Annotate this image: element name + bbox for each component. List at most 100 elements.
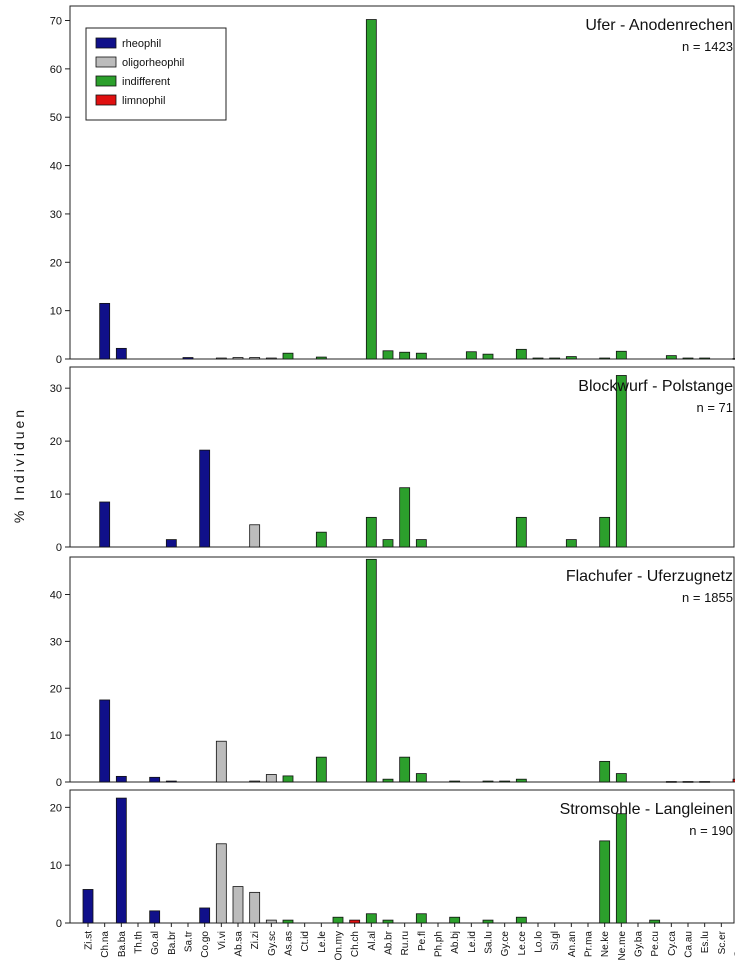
xtick-label-Ga.ac: Ga.ac xyxy=(734,931,735,958)
panel-4-ytick-label: 10 xyxy=(50,860,62,872)
y-axis-label: % Individuen xyxy=(11,407,27,523)
panel-3-bar-Gy.sc xyxy=(265,774,277,783)
xtick-label-Ru.ru: Ru.ru xyxy=(400,931,411,955)
panel-4-bar-As.as xyxy=(282,919,294,924)
panel-3-title: Flachufer - Uferzugnetz xyxy=(566,568,733,585)
panel-4-bar-Le.ce xyxy=(515,916,527,924)
legend-label-oligorheophil: oligorheophil xyxy=(122,57,184,69)
panel-2-bar-Zi.zi xyxy=(249,524,261,548)
panel-2-title: Blockwurf - Polstange xyxy=(578,378,733,395)
xtick-label-Ne.me: Ne.me xyxy=(617,931,628,961)
xtick-label-Sc.er: Sc.er xyxy=(717,930,728,954)
xtick-label-Al.al: Al.al xyxy=(367,931,378,950)
panel-4-bar-Gy.sc xyxy=(265,919,277,924)
xtick-label-Ba.ba: Ba.ba xyxy=(117,931,128,958)
panel-4-title: Stromsohle - Langleinen xyxy=(560,801,733,818)
xtick-label-Th.th: Th.th xyxy=(134,931,145,954)
panel-2-bar-Ne.ke xyxy=(599,516,611,548)
panel-1-bar-As.as xyxy=(282,352,294,360)
panel-3-bar-Al.al xyxy=(365,558,377,783)
panel-1-bar-Ne.me xyxy=(615,350,627,360)
xtick-label-Pr.ma: Pr.ma xyxy=(584,931,595,958)
panel-1-bar-Le.id xyxy=(465,351,477,360)
panel-4-bar-Ba.ba xyxy=(115,797,127,924)
panel-1-title: Ufer - Anodenrechen xyxy=(585,17,733,34)
panel-1-bar-Ca.au xyxy=(682,357,694,360)
xtick-label-Ba.br: Ba.br xyxy=(167,930,178,955)
panel-3-ytick-label: 20 xyxy=(50,683,62,695)
xtick-label-Lo.lo: Lo.lo xyxy=(534,931,545,953)
panel-2-bar-Ba.br xyxy=(165,539,177,548)
panel-1-bar-Vi.vi xyxy=(215,357,227,360)
panel-2-bar-Ne.me xyxy=(615,375,627,548)
panel-4-bar-Ch.ch xyxy=(349,919,361,924)
panel-1-bar-Ru.ru xyxy=(399,351,411,360)
panel-1-bar-Ch.na xyxy=(99,302,111,360)
xtick-label-Sa.lu: Sa.lu xyxy=(484,931,495,954)
xtick-label-Ca.au: Ca.au xyxy=(684,931,695,958)
panel-3-bar-Le.le xyxy=(315,756,327,783)
panel-1-bar-An.an xyxy=(565,356,577,360)
panel-3-bar-Ba.br xyxy=(165,780,177,783)
xtick-label-Ct.id: Ct.id xyxy=(300,931,311,952)
panel-1-ytick-label: 60 xyxy=(50,64,62,76)
panel-3-bar-Ne.ke xyxy=(599,760,611,783)
panel-2-bar-Ru.ru xyxy=(399,487,411,548)
panel-1-ytick-label: 40 xyxy=(50,161,62,173)
legend-label-rheophil: rheophil xyxy=(122,38,161,50)
xtick-label-Ne.ke: Ne.ke xyxy=(600,931,611,958)
legend-label-indifferent: indifferent xyxy=(122,76,170,88)
panel-2-bar-Le.ce xyxy=(515,516,527,548)
panel-4-n-label: n = 190 xyxy=(689,823,733,838)
panel-1-bar-Ba.ba xyxy=(115,347,127,360)
bars-layer xyxy=(82,19,735,924)
panel-2-bar-Le.le xyxy=(315,531,327,548)
xtick-label-As.as: As.as xyxy=(284,931,295,956)
panel-3-bar-Ch.na xyxy=(99,699,111,783)
xtick-label-Pe.cu: Pe.cu xyxy=(650,931,661,957)
xtick-label-Ch.na: Ch.na xyxy=(100,931,111,958)
xtick-label-Ab.bj: Ab.bj xyxy=(450,931,461,954)
panel-4-bar-Pe.cu xyxy=(649,919,661,924)
panel-4-bar-Co.go xyxy=(199,907,211,924)
panel-3-bar-Le.ce xyxy=(515,778,527,783)
panel-1-bar-Cy.ca xyxy=(665,355,677,360)
panel-3-bar-Ru.ru xyxy=(399,756,411,783)
panel-1-bar-Ne.ke xyxy=(599,357,611,360)
panel-1-bar-Ga.ac xyxy=(732,358,735,360)
panel-4-bar-On.my xyxy=(332,916,344,924)
panel-1-ytick-label: 10 xyxy=(50,306,62,318)
xtick-label-Ab.sa: Ab.sa xyxy=(234,931,245,957)
panel-3-bar-Ba.ba xyxy=(115,775,127,783)
text-layer: 0 10 20 30 40 50 60 70 Ufer - Anodenrechen n = 14… xyxy=(50,16,735,961)
panel-4-bar-Go.al xyxy=(149,910,161,924)
panel-3-bar-Es.lu xyxy=(699,781,711,783)
xtick-label-Cy.ca: Cy.ca xyxy=(667,931,678,956)
panel-2-bar-Ch.na xyxy=(99,501,111,548)
xtick-label-Ch.ch: Ch.ch xyxy=(350,931,361,957)
panel-2-bar-An.an xyxy=(565,539,577,548)
panel-3-bar-Gy.ce xyxy=(499,780,511,783)
xtick-label-Le.le: Le.le xyxy=(317,931,328,953)
panel-4-bar-Al.al xyxy=(365,913,377,924)
panel-1-ytick-label: 50 xyxy=(50,112,62,124)
panel-3-bar-Vi.vi xyxy=(215,740,227,783)
panel-1-ytick-label: 30 xyxy=(50,209,62,221)
panel-1-bar-Al.al xyxy=(365,19,377,360)
panel-4-bar-Ab.sa xyxy=(232,886,244,924)
xtick-label-Sa.tr: Sa.tr xyxy=(184,930,195,952)
xtick-label-Gy.ba: Gy.ba xyxy=(634,931,645,957)
xtick-label-Vi.vi: Vi.vi xyxy=(217,931,228,950)
legend-swatch-oligorheophil xyxy=(95,56,117,68)
panel-3-ytick-label: 40 xyxy=(50,590,62,602)
panel-3-bar-Ne.me xyxy=(615,773,627,783)
panel-1-n-label: n = 1423 xyxy=(682,39,733,54)
panel-1-ytick-label: 0 xyxy=(56,354,62,366)
panel-1-bar-Sa.lu xyxy=(482,353,494,360)
panel-1-bar-Gy.sc xyxy=(265,357,277,360)
panel-2-n-label: n = 71 xyxy=(696,400,733,415)
xtick-label-Pe.fl: Pe.fl xyxy=(417,931,428,951)
panel-3-bar-Ga.ac xyxy=(732,778,735,783)
panel-4-bar-Sa.lu xyxy=(482,919,494,924)
